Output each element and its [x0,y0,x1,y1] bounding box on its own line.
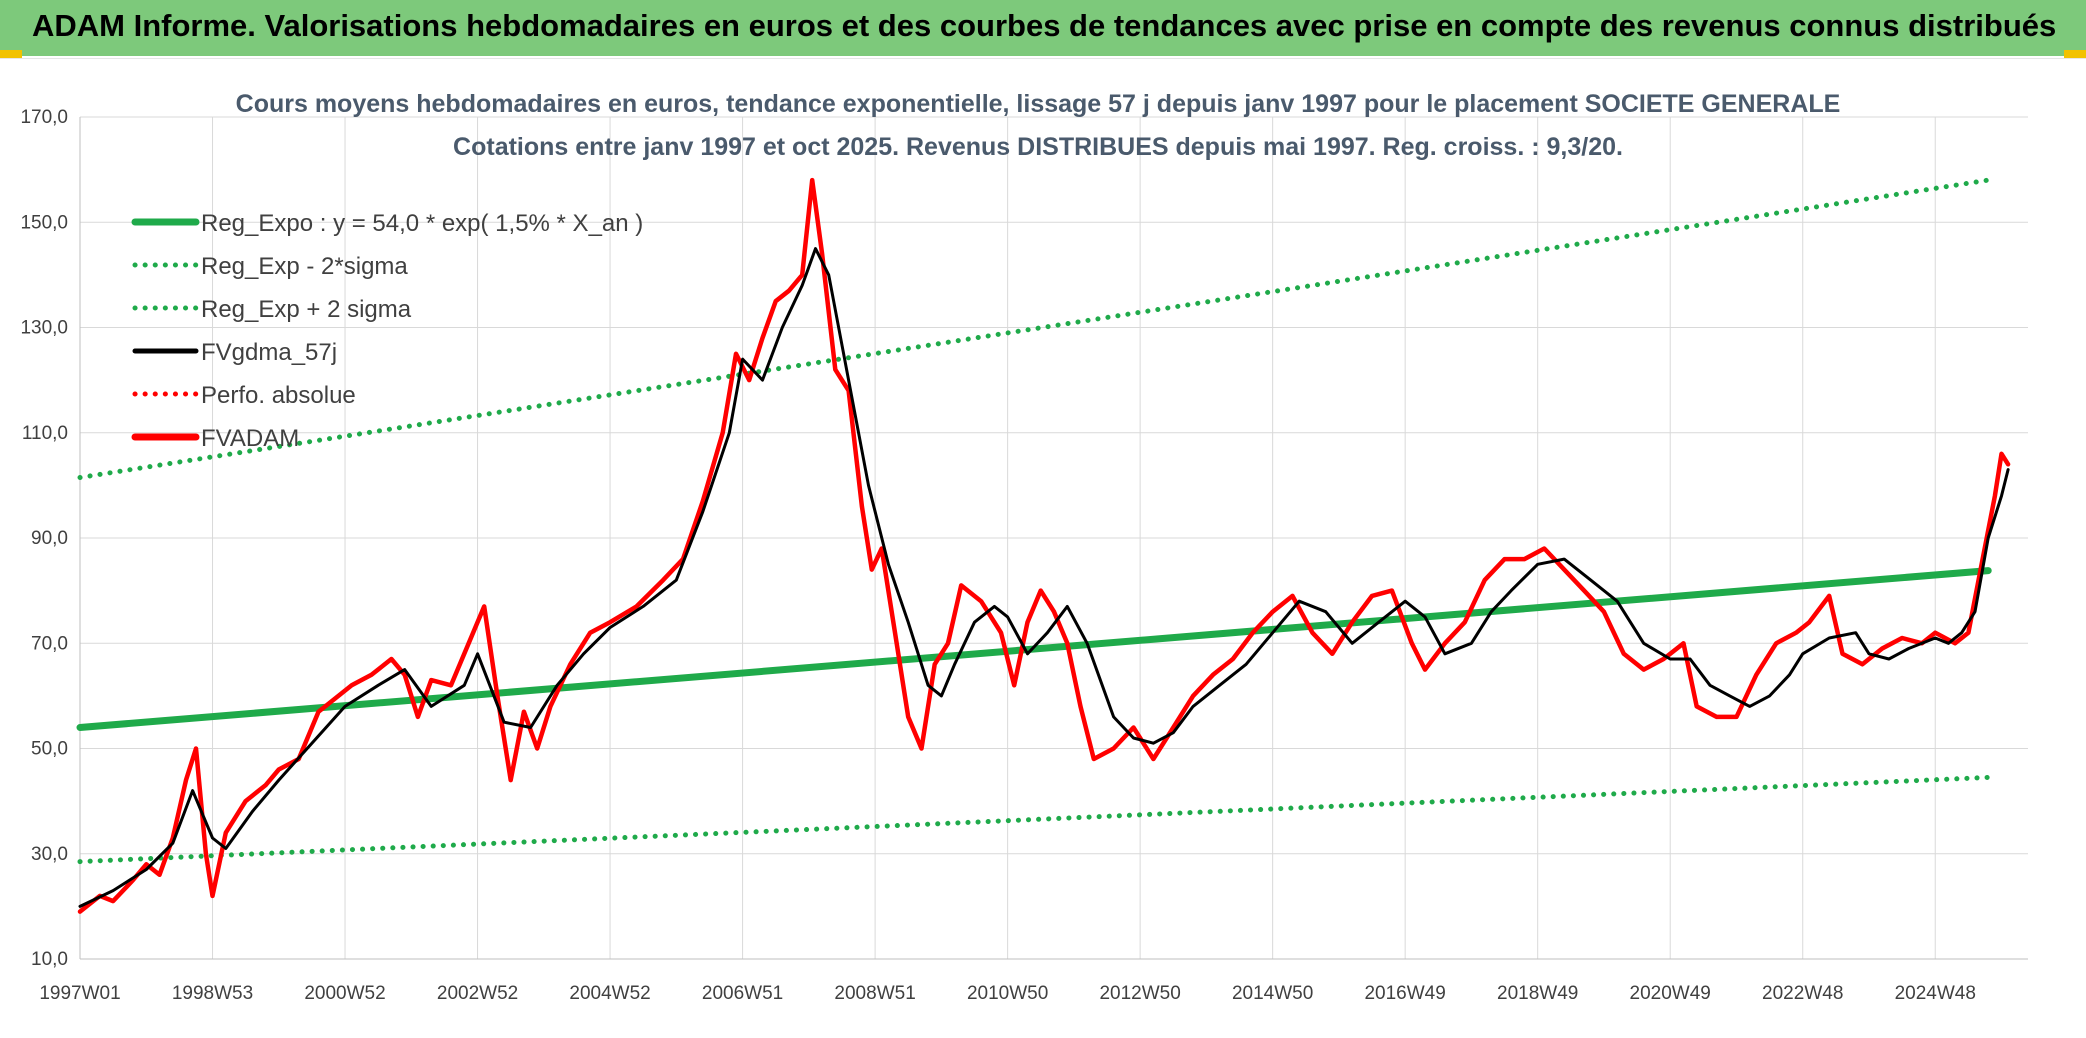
line-chart: 10,0 30,0 50,0 70,0 90,0 110,0 130,0 150,0 170,0… [20,90,2028,1004]
x-tick-label: 2012W50 [1099,983,1180,1004]
series-line [77,177,1991,480]
x-tick-label: 2024W48 [1895,983,1976,1004]
y-tick-label: 50,0 [31,739,68,760]
series-line [76,567,1992,731]
report-title: ADAM Informe. Valorisations hebdomadaire… [32,8,2057,43]
x-tick-label: 2016W49 [1364,983,1445,1004]
y-tick-label: 170,0 [20,107,68,128]
series-line [78,247,2010,908]
legend-label: Reg_Expo : y = 54,0 * exp( 1,5% * X_an ) [201,210,643,237]
banner-corner-left [0,50,22,58]
legend-label: Reg_Exp + 2 sigma [201,296,412,323]
banner-corner-right [2064,50,2086,58]
y-tick-label: 70,0 [31,633,68,654]
legend-label: FVgdma_57j [201,339,337,366]
x-tick-label: 2006W51 [702,983,783,1004]
x-tick-label: 2002W52 [437,983,518,1004]
y-tick-label: 150,0 [20,212,68,233]
chart-area: 10,0 30,0 50,0 70,0 90,0 110,0 130,0 150,0 170,0… [0,58,2086,1038]
x-tick-label: 2014W50 [1232,983,1313,1004]
legend-label: FVADAM [201,425,299,452]
x-tick-label: 2010W50 [967,983,1048,1004]
x-tick-label: 2022W48 [1762,983,1843,1004]
legend-label: Perfo. absolue [201,382,356,409]
series-line [77,774,1991,865]
y-tick-label: 110,0 [22,423,68,444]
x-tick-label: 1998W53 [172,983,253,1004]
y-tick-label: 10,0 [31,949,68,970]
y-tick-label: 90,0 [31,528,68,549]
header-banner: ADAM Informe. Valorisations hebdomadaire… [0,0,2086,58]
x-tick-label: 2020W49 [1630,983,1711,1004]
y-tick-label: 130,0 [20,318,68,339]
chart-title: Cours moyens hebdomadaires en euros, ten… [236,90,1841,118]
x-tick-label: 2004W52 [569,983,650,1004]
x-tick-label: 2000W52 [304,983,385,1004]
series-line [77,177,2011,914]
legend-label: Reg_Exp - 2*sigma [201,253,408,280]
x-tick-label: 2018W49 [1497,983,1578,1004]
y-tick-label: 30,0 [31,844,68,865]
chart-subtitle: Cotations entre janv 1997 et oct 2025. R… [453,133,1623,161]
x-tick-label: 1997W01 [39,983,120,1004]
x-tick-label: 2008W51 [834,983,915,1004]
